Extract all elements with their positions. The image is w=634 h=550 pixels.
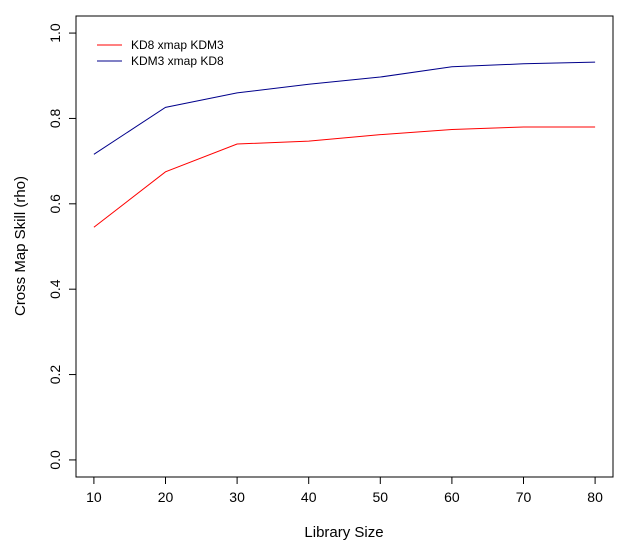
x-axis: 10 20 30 40 50 60 70 80 (86, 476, 603, 505)
x-tick-label: 70 (516, 489, 532, 505)
x-tick-label: 10 (86, 489, 102, 505)
x-tick-label: 80 (587, 489, 603, 505)
x-tick-label: 40 (301, 489, 317, 505)
series-line-1 (93, 61, 596, 155)
legend-label-kdm3-xmap-kd8: KDM3 xmap KD8 (131, 54, 224, 68)
y-tick-label: 1.0 (47, 23, 63, 43)
x-tick-label: 60 (444, 489, 460, 505)
y-tick-label: 0.2 (47, 365, 63, 385)
series-line-0 (93, 126, 596, 228)
y-tick-label: 0.4 (47, 279, 63, 299)
legend: KD8 xmap KDM3 KDM3 xmap KD8 (97, 38, 224, 68)
x-tick-label: 20 (158, 489, 174, 505)
y-tick-label: 0.0 (47, 450, 63, 470)
x-tick-label: 50 (373, 489, 389, 505)
y-axis-title: Cross Map Skill (rho) (12, 176, 29, 316)
x-tick-label: 30 (229, 489, 245, 505)
y-tick-label: 0.8 (47, 109, 63, 129)
y-axis: 0.0 0.2 0.4 0.6 0.8 1.0 (47, 23, 77, 470)
x-axis-title: Library Size (304, 524, 383, 541)
y-tick-label: 0.6 (47, 194, 63, 214)
plot-frame (75, 15, 614, 478)
legend-label-kd8-xmap-kdm3: KD8 xmap KDM3 (131, 38, 224, 52)
series-lines (93, 61, 596, 228)
